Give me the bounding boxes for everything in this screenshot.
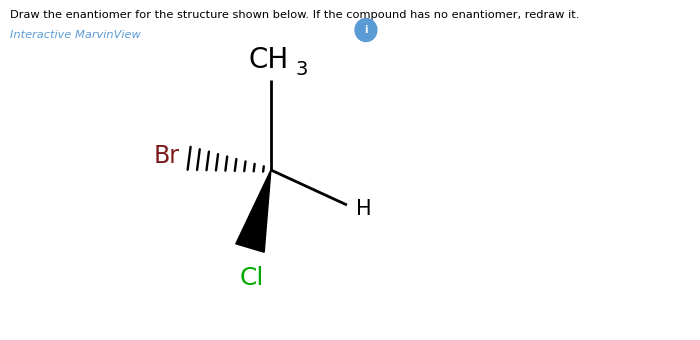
Polygon shape bbox=[236, 170, 271, 252]
Text: i: i bbox=[364, 25, 368, 35]
Text: CH: CH bbox=[249, 46, 289, 74]
Text: Br: Br bbox=[154, 144, 180, 168]
Text: Cl: Cl bbox=[239, 266, 264, 290]
Circle shape bbox=[355, 18, 377, 41]
Text: Draw the enantiomer for the structure shown below. If the compound has no enanti: Draw the enantiomer for the structure sh… bbox=[10, 10, 579, 20]
Text: H: H bbox=[356, 199, 372, 219]
Text: Interactive MarvinView: Interactive MarvinView bbox=[10, 30, 140, 40]
Text: 3: 3 bbox=[295, 60, 307, 79]
